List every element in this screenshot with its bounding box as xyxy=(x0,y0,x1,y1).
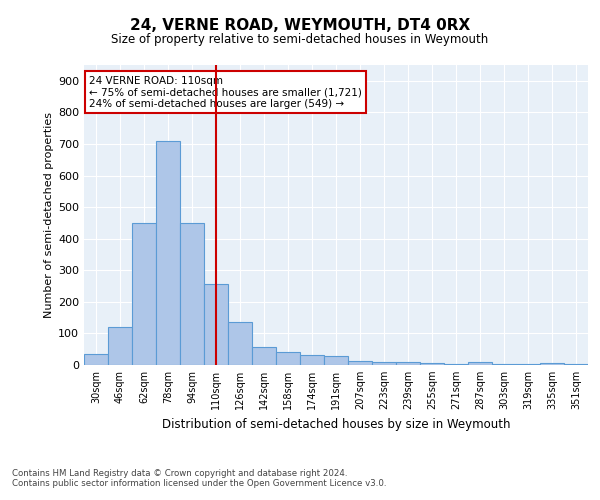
Text: Contains HM Land Registry data © Crown copyright and database right 2024.: Contains HM Land Registry data © Crown c… xyxy=(12,468,347,477)
Bar xyxy=(396,362,420,365)
Bar xyxy=(492,364,516,365)
Text: Contains public sector information licensed under the Open Government Licence v3: Contains public sector information licen… xyxy=(12,478,386,488)
Bar xyxy=(180,223,204,365)
Text: 24, VERNE ROAD, WEYMOUTH, DT4 0RX: 24, VERNE ROAD, WEYMOUTH, DT4 0RX xyxy=(130,18,470,32)
Bar xyxy=(228,322,252,365)
Bar xyxy=(132,223,156,365)
Bar xyxy=(252,347,276,365)
Bar xyxy=(204,284,228,365)
Bar xyxy=(108,327,132,365)
Bar xyxy=(444,364,468,365)
Bar xyxy=(516,364,540,365)
X-axis label: Distribution of semi-detached houses by size in Weymouth: Distribution of semi-detached houses by … xyxy=(162,418,510,430)
Bar xyxy=(156,141,180,365)
Bar xyxy=(84,354,108,365)
Bar xyxy=(372,362,396,365)
Bar xyxy=(348,361,372,365)
Bar xyxy=(468,362,492,365)
Bar xyxy=(420,364,444,365)
Bar xyxy=(540,364,564,365)
Bar xyxy=(324,356,348,365)
Text: Size of property relative to semi-detached houses in Weymouth: Size of property relative to semi-detach… xyxy=(112,32,488,46)
Bar xyxy=(276,352,300,365)
Text: 24 VERNE ROAD: 110sqm
← 75% of semi-detached houses are smaller (1,721)
24% of s: 24 VERNE ROAD: 110sqm ← 75% of semi-deta… xyxy=(89,76,362,108)
Bar xyxy=(300,354,324,365)
Y-axis label: Number of semi-detached properties: Number of semi-detached properties xyxy=(44,112,54,318)
Bar xyxy=(564,364,588,365)
